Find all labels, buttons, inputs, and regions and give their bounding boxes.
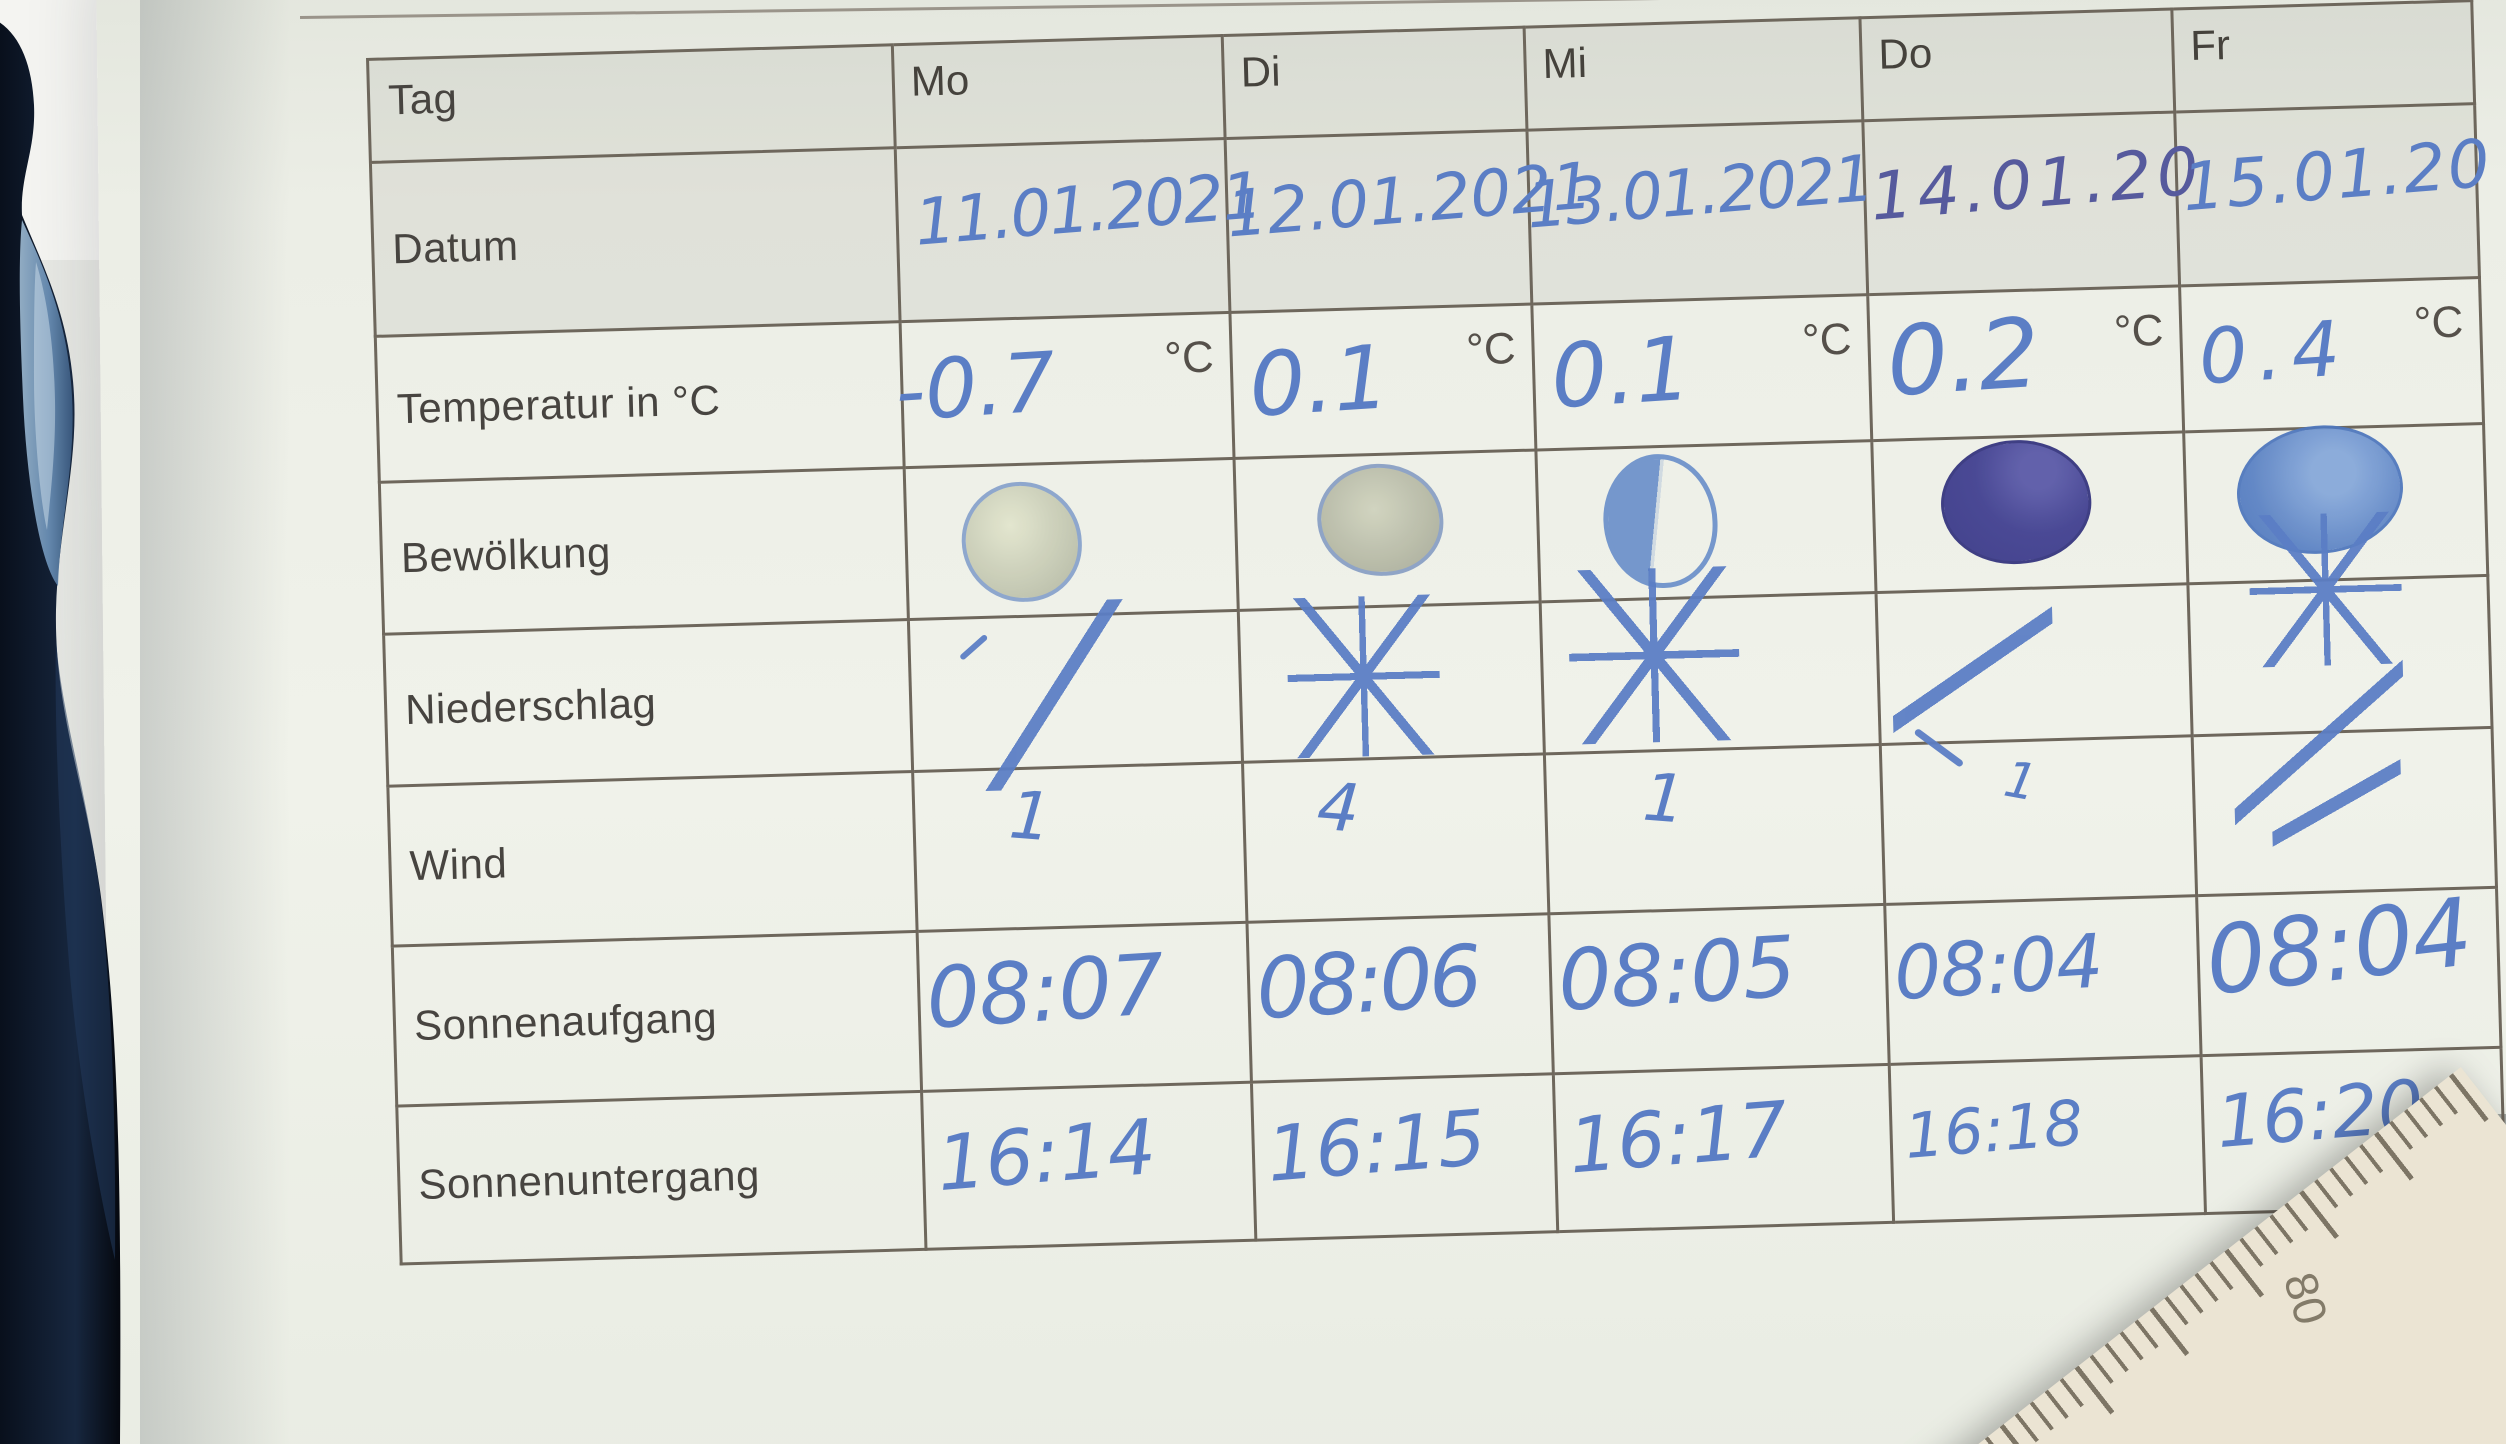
printed-degree-unit: °C <box>2113 305 2164 357</box>
sonnenuntergang-cell-mo: 16:14 <box>923 1083 1258 1251</box>
day-header: Do <box>1877 29 1933 78</box>
handwritten-sunrise-time: 08:07 <box>923 935 1167 1048</box>
header-cell-mo: Mo <box>893 34 1227 150</box>
sonnenuntergang-cell-do: 16:18 <box>1890 1057 2208 1224</box>
wind-slash-symbol <box>2268 699 2405 906</box>
handwritten-wind-strength: 4 <box>1314 767 1363 848</box>
bottle-silhouette <box>0 22 121 1444</box>
handwritten-date: 14.01.20 <box>1867 132 2207 236</box>
datum-cell-di: 12.01.2021 <box>1224 131 1595 314</box>
niederschlag-cell-di <box>1239 594 1546 764</box>
header-cell-mi: Mi <box>1525 16 1865 132</box>
sonnenaufgang-cell-mo: 08:07 <box>918 923 1253 1093</box>
handwritten-wind-strength: 1 <box>1006 776 1055 857</box>
weather-observation-table: Tag Mo Di Mi Do Fr Datum 11.01.2021 12.0… <box>366 0 2506 1266</box>
rowlabel-bewoelkung: Bewölkung <box>377 469 910 636</box>
handwritten-sunset-time: 16:15 <box>1263 1092 1489 1199</box>
temperatur-cell-fr: 0.4 °C <box>2181 279 2486 434</box>
ruler-number: 80 <box>2273 1266 2339 1331</box>
cloud-cover-symbol <box>960 480 1084 604</box>
temperatur-cell-di: 0.1 °C <box>1231 305 1538 460</box>
header-cell-fr: Fr <box>2173 0 2477 114</box>
niederschlag-cell-mi <box>1541 565 1882 756</box>
handwritten-date: 15.01.20 <box>2179 124 2495 227</box>
niederschlag-cell-mo <box>909 597 1245 793</box>
handwritten-temperature: 0.4 <box>2196 303 2353 402</box>
bewoelkung-cell-di <box>1235 451 1542 612</box>
header-cell-do: Do <box>1861 7 2177 123</box>
rowlabel-datum: Datum <box>368 149 902 338</box>
temperatur-cell-mi: 0.1 °C <box>1533 296 1874 452</box>
rowlabel-sonnenuntergang: Sonnenuntergang <box>395 1092 928 1266</box>
printed-degree-unit: °C <box>1163 332 1215 383</box>
sonnenuntergang-cell-di: 16:15 <box>1252 1075 1560 1242</box>
datum-cell-mo: 11.01.2021 <box>896 140 1263 324</box>
handwritten-sunrise-time: 08:06 <box>1253 926 1482 1039</box>
day-header: Mi <box>1541 38 1588 88</box>
handwritten-temperature: 0.2 <box>1883 296 2044 419</box>
niederschlag-cell-do <box>1877 551 2194 788</box>
sonnenaufgang-cell-mi: 08:05 <box>1550 905 1891 1076</box>
handwritten-wind-strength: 1 <box>1640 758 1689 839</box>
precipitation-symbol <box>1888 551 2057 788</box>
cloud-cover-symbol <box>1315 462 1445 578</box>
day-header: Fr <box>2189 20 2231 70</box>
rowlabel-sonnenaufgang: Sonnenaufgang <box>390 932 924 1108</box>
printed-degree-unit: °C <box>2413 297 2464 348</box>
sonnenaufgang-cell-di: 08:06 <box>1248 915 1555 1084</box>
precipitation-symbol <box>1566 565 1742 745</box>
handwritten-sunrise-time: 08:04 <box>1891 918 2105 1018</box>
wind-cell-di: 4 <box>1244 755 1551 924</box>
precipitation-symbol <box>917 597 1191 793</box>
printed-degree-unit: °C <box>1465 324 1517 375</box>
day-header: Di <box>1240 47 1282 96</box>
handwritten-sunrise-time: 08:04 <box>2200 878 2477 1018</box>
sonnenaufgang-cell-do: 08:04 <box>1886 897 2203 1066</box>
header-cell-tag: Tag <box>366 43 897 164</box>
printed-degree-unit: °C <box>1801 314 1853 366</box>
handwritten-temperature: 0.1 <box>1548 316 1695 429</box>
rowlabel-temperatur: Temperatur in °C <box>373 323 906 484</box>
sonnenuntergang-cell-mi: 16:17 <box>1554 1065 1896 1234</box>
precipitation-symbol <box>2247 511 2404 668</box>
sonnenaufgang-cell-fr: 08:04 <box>2198 878 2503 1058</box>
handwritten-temperature: 0.1 <box>1246 325 1393 437</box>
temperatur-cell-mo: -0.7 °C <box>893 313 1236 470</box>
paper-shadow <box>140 0 290 1444</box>
bewoelkung-cell-mo <box>905 459 1240 622</box>
rowlabel-wind: Wind <box>386 772 919 948</box>
datum-cell-fr: 15.01.20 <box>2176 105 2495 288</box>
day-header: Mo <box>910 56 970 105</box>
handwritten-temperature: -0.7 <box>892 335 1059 441</box>
handwritten-date: 11.01.2021 <box>912 159 1264 261</box>
precipitation-symbol <box>1285 594 1442 759</box>
datum-cell-do: 14.01.20 <box>1864 113 2207 297</box>
wind-cell-mi: 1 <box>1545 745 1887 916</box>
handwritten-sunrise-time: 08:05 <box>1555 917 1799 1031</box>
handwritten-sunset-time: 16:17 <box>1565 1084 1791 1191</box>
temperatur-cell-do: 0.2 °C <box>1869 287 2186 443</box>
handwritten-sunset-time: 16:14 <box>933 1101 1160 1209</box>
rowlabel-niederschlag: Niederschlag <box>382 621 915 788</box>
handwritten-sunset-time: 16:18 <box>1901 1085 2086 1174</box>
header-cell-di: Di <box>1223 25 1529 141</box>
